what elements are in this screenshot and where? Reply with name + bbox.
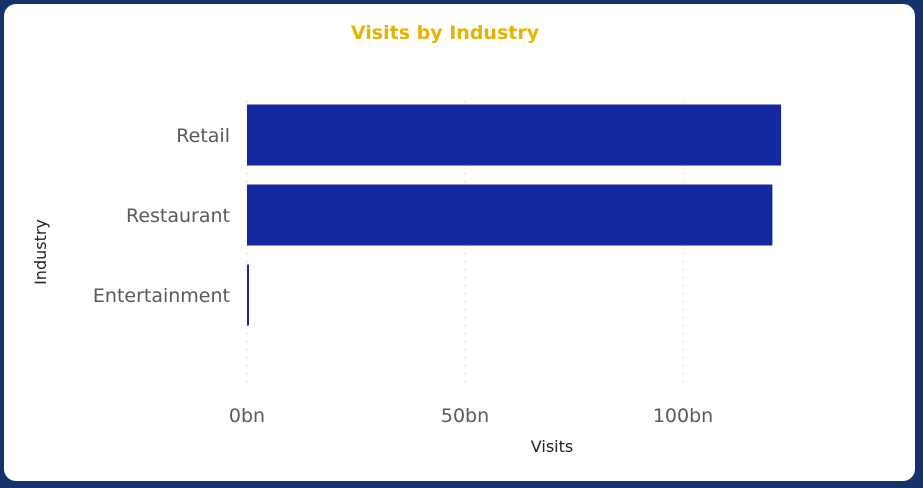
bar-chart: Visits by Industry Retail Restaurant Enter…: [31, 22, 782, 456]
chart-title: Visits by Industry: [351, 22, 540, 44]
y-axis-title: Industry: [31, 219, 50, 285]
bar-entertainment[interactable]: [247, 264, 249, 326]
x-tick-label-1: 50bn: [441, 405, 489, 427]
category-label-restaurant: Restaurant: [126, 205, 230, 227]
bars: [247, 104, 782, 326]
x-tick-labels: 0bn 50bn 100bn: [229, 405, 713, 427]
x-tick-label-2: 100bn: [653, 405, 713, 427]
bar-retail[interactable]: [247, 104, 782, 166]
bar-restaurant[interactable]: [247, 184, 773, 246]
x-axis-title: Visits: [531, 437, 573, 456]
chart-card: Visits by Industry Retail Restaurant Enter…: [4, 4, 915, 481]
category-label-entertainment: Entertainment: [93, 285, 230, 307]
category-labels: Retail Restaurant Entertainment: [93, 125, 230, 307]
category-label-retail: Retail: [176, 125, 230, 147]
x-tick-label-0: 0bn: [229, 405, 265, 427]
